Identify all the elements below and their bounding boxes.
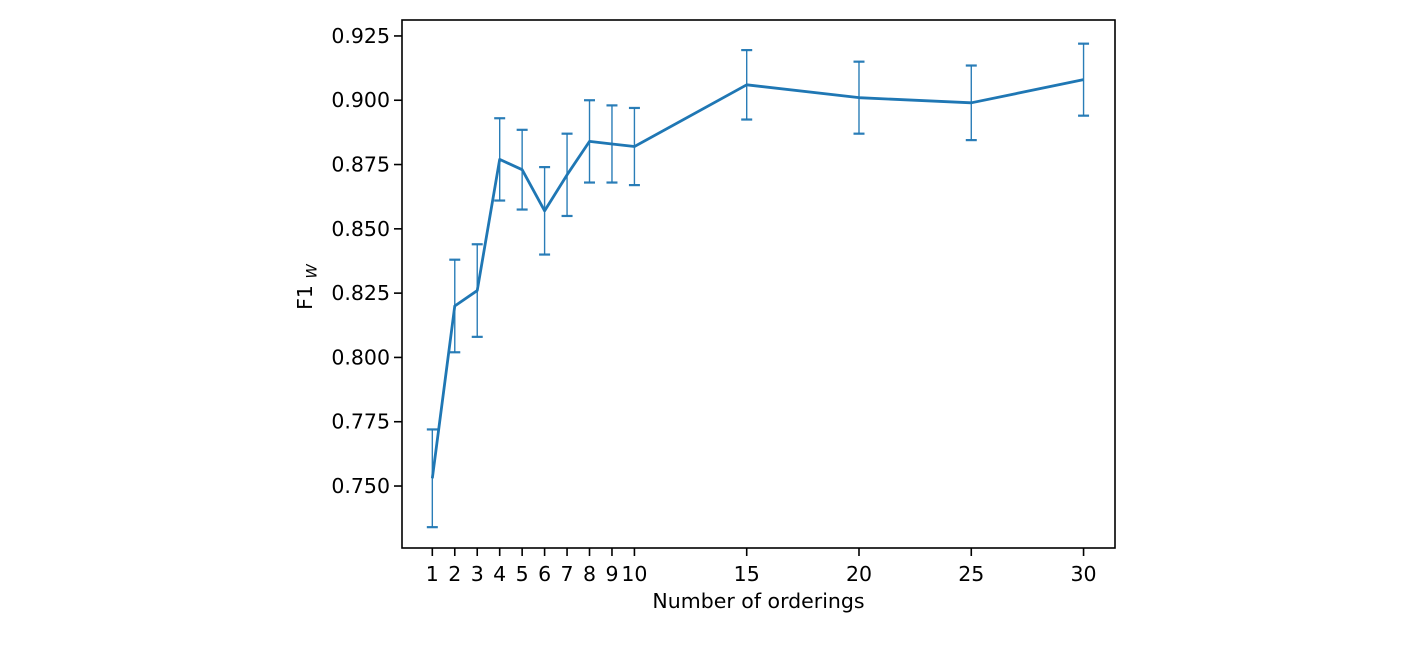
y-tick-label: 0.825	[331, 281, 390, 305]
x-axis-label: Number of orderings	[652, 589, 864, 613]
x-tick-label: 6	[538, 562, 551, 586]
y-tick-label: 0.875	[331, 153, 390, 177]
x-tick-label: 10	[621, 562, 647, 586]
y-axis-label-subscript: W	[305, 263, 321, 278]
x-tick-label: 20	[846, 562, 872, 586]
y-tick-label: 0.850	[331, 217, 390, 241]
x-tick-label: 2	[448, 562, 461, 586]
x-tick-label: 15	[734, 562, 760, 586]
axes-layer: 1 2 3 4 5 6 7 8 9 10 15 20 25 30 0.750 0.775 0.800 0.825 0…	[331, 19, 1116, 586]
x-tick-label: 25	[958, 562, 984, 586]
errorbar-layer	[426, 42, 1090, 529]
y-tick-label: 0.900	[331, 88, 390, 112]
y-tick-label: 0.925	[331, 24, 390, 48]
x-tick-label: 9	[605, 562, 618, 586]
data-line	[430, 78, 1084, 479]
x-tick-label: 3	[471, 562, 484, 586]
x-tick-label: 8	[583, 562, 596, 586]
x-tick-label: 30	[1071, 562, 1097, 586]
x-tick-label: 7	[561, 562, 574, 586]
x-tick-label: 5	[516, 562, 529, 586]
y-axis-label: F1 W	[293, 263, 321, 309]
line-layer	[430, 78, 1084, 479]
x-tick-label: 1	[426, 562, 439, 586]
y-axis-label-base: F1	[293, 285, 317, 310]
y-tick-label: 0.775	[331, 410, 390, 434]
y-tick-label: 0.800	[331, 345, 390, 369]
axes-spines	[401, 19, 1116, 549]
x-tick-label: 4	[493, 562, 506, 586]
y-tick-label: 0.750	[331, 474, 390, 498]
